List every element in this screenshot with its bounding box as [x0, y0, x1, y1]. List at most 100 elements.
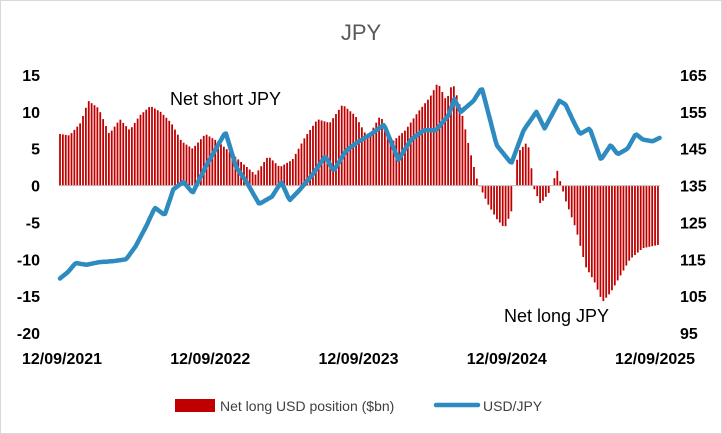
- bar: [401, 133, 403, 186]
- left-tick-label: -5: [26, 215, 40, 232]
- bar: [280, 166, 283, 186]
- bar: [461, 115, 464, 186]
- bar: [458, 104, 461, 186]
- bar: [300, 143, 303, 186]
- bar: [573, 185, 576, 226]
- bar: [323, 121, 326, 186]
- right-tick-label: 105: [680, 289, 707, 306]
- bar: [435, 84, 438, 186]
- bar: [317, 119, 320, 186]
- bar: [355, 117, 357, 186]
- left-tick-label: -20: [17, 326, 40, 343]
- bar: [657, 185, 659, 245]
- bar: [343, 106, 346, 186]
- bar: [254, 174, 257, 186]
- bar: [452, 86, 455, 186]
- x-tick-label: 12/09/2025: [615, 351, 695, 368]
- bar: [409, 122, 412, 186]
- bar: [395, 138, 398, 186]
- bar: [245, 167, 248, 186]
- bar-series: [59, 84, 659, 302]
- bar: [622, 185, 625, 271]
- bar: [496, 185, 498, 220]
- bar: [151, 106, 153, 186]
- bar: [214, 139, 217, 186]
- bar: [122, 122, 125, 186]
- bar: [619, 185, 622, 276]
- bar: [628, 185, 631, 261]
- legend-swatch-bars: [175, 399, 215, 412]
- bar: [404, 130, 406, 186]
- x-tick-label: 12/09/2021: [22, 351, 102, 368]
- bar: [274, 163, 277, 186]
- bar: [130, 127, 133, 186]
- bar: [536, 185, 539, 197]
- bar: [539, 185, 541, 204]
- bar: [139, 114, 142, 186]
- left-tick-label: 15: [22, 68, 40, 85]
- bar: [533, 185, 536, 190]
- bar: [260, 166, 263, 186]
- bar: [205, 134, 208, 186]
- bar: [599, 185, 602, 297]
- bar: [145, 109, 148, 186]
- bar: [501, 185, 504, 226]
- bar: [481, 185, 484, 193]
- bar: [222, 146, 225, 186]
- bar: [493, 185, 495, 215]
- annotation-net-long: Net long JPY: [504, 306, 609, 326]
- bar: [570, 185, 573, 218]
- bar: [636, 185, 639, 253]
- bar: [608, 185, 610, 295]
- bar: [613, 185, 616, 286]
- bar: [289, 161, 291, 186]
- bar: [64, 134, 67, 186]
- bar: [625, 185, 628, 266]
- bar: [375, 122, 378, 186]
- bar: [487, 185, 490, 205]
- bar: [516, 159, 518, 186]
- bar: [464, 129, 467, 186]
- bar: [490, 185, 493, 210]
- bar: [102, 119, 105, 186]
- bar: [326, 122, 329, 186]
- bar: [378, 117, 380, 186]
- bar: [162, 114, 165, 186]
- bar: [363, 132, 366, 186]
- bar: [470, 155, 472, 186]
- bar: [174, 129, 176, 186]
- bar: [96, 107, 99, 186]
- bar: [444, 98, 447, 186]
- bar: [579, 185, 582, 246]
- bar: [588, 185, 590, 273]
- bar: [639, 185, 642, 251]
- bar: [576, 185, 579, 235]
- bar: [76, 126, 79, 186]
- bar: [257, 170, 260, 186]
- bar: [251, 172, 254, 186]
- usdjpy-line: [57, 87, 662, 281]
- bar: [297, 148, 300, 186]
- bar: [176, 134, 179, 186]
- left-tick-label: -10: [17, 252, 40, 269]
- bar: [507, 185, 510, 219]
- bar: [82, 115, 84, 186]
- chart-title: JPY: [341, 20, 382, 45]
- bar: [337, 109, 340, 186]
- bar: [556, 170, 559, 186]
- bar: [484, 185, 487, 199]
- right-tick-label: 115: [680, 252, 706, 269]
- bar: [228, 151, 231, 186]
- bar: [248, 169, 251, 186]
- x-tick-label: 12/09/2022: [170, 351, 250, 368]
- bar: [90, 103, 93, 186]
- bar: [59, 133, 61, 186]
- bar: [651, 185, 654, 247]
- bar: [392, 140, 395, 186]
- bar: [450, 87, 452, 186]
- x-tick-label: 12/09/2023: [318, 351, 398, 368]
- bar: [93, 105, 96, 186]
- left-tick-label: -15: [17, 289, 40, 306]
